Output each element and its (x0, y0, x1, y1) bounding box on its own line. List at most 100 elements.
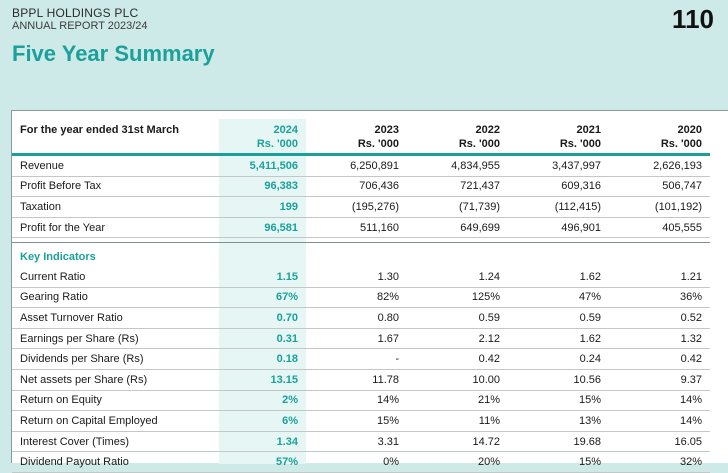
cell-2020: (101,192) (609, 197, 710, 218)
cell-2023: - (306, 349, 407, 370)
cell-2024: 67% (219, 288, 306, 309)
cell-2023: 82% (306, 288, 407, 309)
cell-2021: 1.62 (508, 267, 609, 288)
cell-2023: 11.78 (306, 370, 407, 391)
table-header-row: For the year ended 31st March 2024 Rs. '0… (12, 121, 710, 156)
cell-2020: 0.52 (609, 308, 710, 329)
cell-2021: 15% (508, 391, 609, 412)
table-row: Gearing Ratio 67% 82% 125% 47% 36% (12, 288, 710, 309)
cell-2021: 47% (508, 288, 609, 309)
cell-2021: 609,316 (508, 177, 609, 198)
cell-2022: 125% (407, 288, 508, 309)
col-unit: Rs. '000 (357, 138, 399, 150)
table-row: Revenue 5,411,506 6,250,891 4,834,955 3,437,… (12, 156, 710, 177)
summary-table-card: For the year ended 31st March 2024 Rs. '0… (11, 110, 728, 473)
cell-2024: 96,383 (219, 177, 306, 198)
page-number: 110 (672, 4, 714, 34)
row-label: Profit Before Tax (12, 177, 219, 198)
cell-2021: 10.56 (508, 370, 609, 391)
cell-2024: 13.15 (219, 370, 306, 391)
cell-2021: 1.62 (508, 329, 609, 350)
cell-2021: 3,437,997 (508, 156, 609, 177)
row-header-label: For the year ended 31st March (12, 121, 219, 156)
cell-2022: 4,834,955 (407, 156, 508, 177)
cell-2023: 511,160 (306, 218, 407, 239)
cell-2023: 0.80 (306, 308, 407, 329)
cell-2021: 13% (508, 411, 609, 432)
row-label: Asset Turnover Ratio (12, 308, 219, 329)
cell-2020: 1.32 (609, 329, 710, 350)
table-row: Profit for the Year 96,581 511,160 649,699 4… (12, 218, 710, 239)
empty-cell (508, 243, 609, 267)
cell-2024: 1.34 (219, 432, 306, 453)
cell-2020: 0.42 (609, 349, 710, 370)
table-row: Net assets per Share (Rs) 13.15 11.78 10.00… (12, 370, 710, 391)
col-header-2024: 2024 Rs. '000 (219, 121, 306, 156)
cell-2020: 1.21 (609, 267, 710, 288)
cell-2023: 706,436 (306, 177, 407, 198)
cell-2020: 14% (609, 391, 710, 412)
section-separator (12, 238, 710, 244)
cell-2022: 14.72 (407, 432, 508, 453)
cell-2022: (71,739) (407, 197, 508, 218)
empty-cell (306, 243, 407, 267)
col-header-2020: 2020 Rs. '000 (609, 121, 710, 156)
col-year: 2022 (475, 124, 500, 136)
table-row: Earnings per Share (Rs) 0.31 1.67 2.12 1.62 1… (12, 329, 710, 350)
cell-2022: 721,437 (407, 177, 508, 198)
cell-2023: 14% (306, 391, 407, 412)
cell-2024: 0.70 (219, 308, 306, 329)
row-label: Taxation (12, 197, 219, 218)
row-label: Profit for the Year (12, 218, 219, 239)
col-header-2023: 2023 Rs. '000 (306, 121, 407, 156)
col-unit: Rs. '000 (256, 138, 298, 150)
section-heading: Key Indicators (20, 251, 96, 264)
row-label: Gearing Ratio (12, 288, 219, 309)
separator-cell (306, 238, 407, 244)
cell-2024: 0.18 (219, 349, 306, 370)
cell-2022: 11% (407, 411, 508, 432)
cell-2023: 1.30 (306, 267, 407, 288)
cell-2024: 6% (219, 411, 306, 432)
table-row: Return on Equity 2% 14% 21% 15% 14% (12, 391, 710, 412)
col-header-2021: 2021 Rs. '000 (508, 121, 609, 156)
cell-2023: (195,276) (306, 197, 407, 218)
cell-2020: 506,747 (609, 177, 710, 198)
cell-2024: 96,581 (219, 218, 306, 239)
col-year: 2023 (374, 124, 399, 136)
cell-2024: 1.15 (219, 267, 306, 288)
cell-2021: 0.24 (508, 349, 609, 370)
cell-2020: 14% (609, 411, 710, 432)
row-label: Dividends per Share (Rs) (12, 349, 219, 370)
company-name: BPPL HOLDINGS PLC (12, 6, 139, 20)
page-title: Five Year Summary (12, 41, 215, 66)
table-row: Taxation 199 (195,276) (71,739) (112,415) (10… (12, 197, 710, 218)
col-unit: Rs. '000 (458, 138, 500, 150)
cell-2023: 15% (306, 411, 407, 432)
cell-2021: 19.68 (508, 432, 609, 453)
cell-2020: 36% (609, 288, 710, 309)
row-label: Net assets per Share (Rs) (12, 370, 219, 391)
row-label: Interest Cover (Times) (12, 432, 219, 453)
table-row: Asset Turnover Ratio 0.70 0.80 0.59 0.59 0.52 (12, 308, 710, 329)
col-year: 2024 (273, 124, 298, 136)
separator-cell (407, 238, 508, 244)
col-unit: Rs. '000 (559, 138, 601, 150)
col-unit: Rs. '000 (660, 138, 702, 150)
cell-2023: 6,250,891 (306, 156, 407, 177)
table-body: Revenue 5,411,506 6,250,891 4,834,955 3,437,… (12, 156, 710, 473)
separator-cell (508, 238, 609, 244)
col-year: 2021 (576, 124, 601, 136)
cell-2020: 9.37 (609, 370, 710, 391)
cell-2024: 0.31 (219, 329, 306, 350)
cell-2022: 649,699 (407, 218, 508, 239)
cell-2021: 0.59 (508, 308, 609, 329)
separator-cell (609, 238, 710, 244)
cell-2023: 3.31 (306, 432, 407, 453)
cell-2021: 496,901 (508, 218, 609, 239)
empty-cell (609, 243, 710, 267)
row-label: Earnings per Share (Rs) (12, 329, 219, 350)
row-label: Revenue (12, 156, 219, 177)
cell-2022: 2.12 (407, 329, 508, 350)
cell-2024: 5,411,506 (219, 156, 306, 177)
